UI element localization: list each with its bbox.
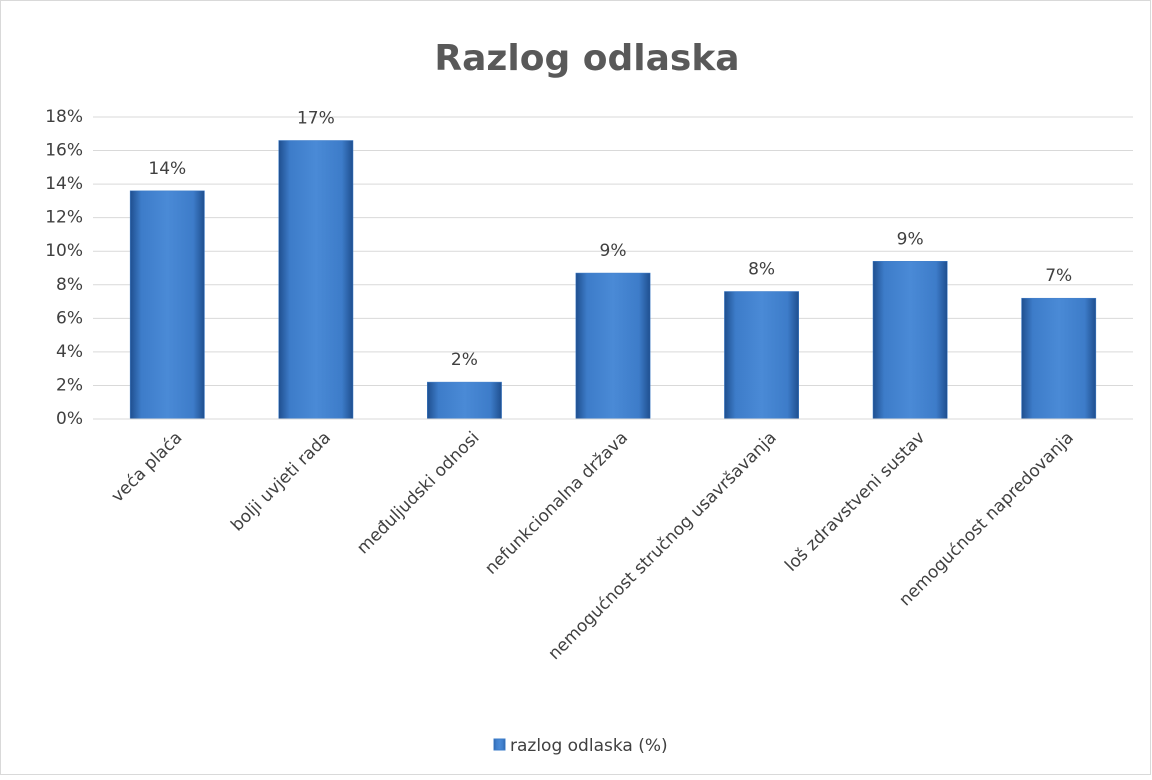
y-tick-label: 0%	[56, 409, 83, 429]
y-tick-label: 18%	[45, 107, 83, 127]
legend-swatch	[493, 738, 506, 751]
chart-title: Razlog odlaska	[434, 38, 739, 79]
data-label: 9%	[600, 241, 627, 261]
data-label: 8%	[748, 259, 775, 279]
bar	[278, 140, 354, 420]
data-label: 2%	[451, 350, 478, 370]
bar	[724, 291, 799, 420]
data-label: 9%	[897, 229, 924, 249]
data-label: 7%	[1045, 266, 1072, 286]
y-tick-label: 10%	[45, 241, 83, 261]
bar	[872, 261, 948, 420]
y-tick-label: 12%	[45, 208, 83, 228]
y-tick-label: 4%	[56, 342, 83, 362]
legend-label: razlog odlaska (%)	[510, 736, 668, 756]
bar	[129, 190, 205, 420]
y-tick-label: 16%	[45, 141, 83, 161]
y-tick-label: 14%	[45, 174, 83, 194]
bar	[427, 381, 502, 420]
y-tick-label: 2%	[56, 375, 83, 395]
bar	[575, 272, 651, 420]
y-tick-label: 8%	[56, 275, 83, 295]
y-tick-label: 6%	[56, 308, 83, 328]
data-label: 17%	[297, 108, 335, 128]
bar	[1021, 297, 1097, 420]
data-label: 14%	[148, 159, 186, 179]
